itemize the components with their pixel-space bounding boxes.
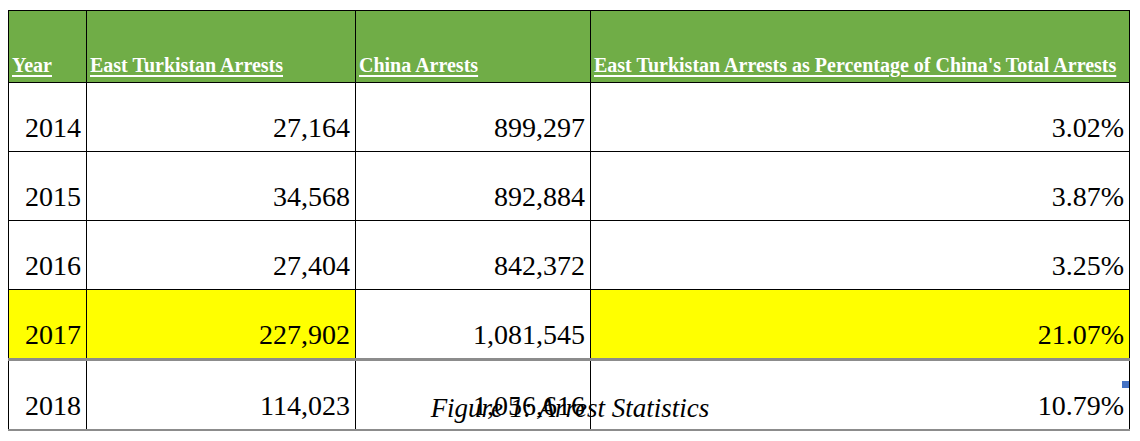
china-arrests-cell: 892,884: [356, 152, 591, 221]
east-turkistan-arrests-cell: 227,902: [87, 290, 356, 360]
figure-caption: Figure 1: Arrest Statistics: [0, 393, 1140, 424]
east-turkistan-arrests-cell: 27,164: [87, 83, 356, 152]
percentage-cell: 3.02%: [591, 83, 1130, 152]
percentage-cell: 3.87%: [591, 152, 1130, 221]
arrest-statistics-table: Year East Turkistan Arrests China Arrest…: [8, 10, 1130, 431]
year-cell: 2014: [9, 83, 87, 152]
column-header-china-arrests: China Arrests: [356, 11, 591, 83]
year-cell: 2015: [9, 152, 87, 221]
year-cell: 2017: [9, 290, 87, 360]
table-row: 2014 27,164 899,297 3.02%: [9, 83, 1130, 152]
table-row: 2017 227,902 1,081,545 21.07%: [9, 290, 1130, 360]
china-arrests-cell: 1,081,545: [356, 290, 591, 360]
column-header-year: Year: [9, 11, 87, 83]
china-arrests-cell: 842,372: [356, 221, 591, 290]
east-turkistan-arrests-cell: 34,568: [87, 152, 356, 221]
east-turkistan-arrests-cell: 27,404: [87, 221, 356, 290]
table-row: 2016 27,404 842,372 3.25%: [9, 221, 1130, 290]
china-arrests-cell: 899,297: [356, 83, 591, 152]
table-header-row: Year East Turkistan Arrests China Arrest…: [9, 11, 1130, 83]
spreadsheet-fill-handle: [1122, 381, 1129, 388]
percentage-cell: 3.25%: [591, 221, 1130, 290]
table-row: 2015 34,568 892,884 3.87%: [9, 152, 1130, 221]
year-cell: 2016: [9, 221, 87, 290]
column-header-percentage: East Turkistan Arrests as Percentage of …: [591, 11, 1130, 83]
table-body: 2014 27,164 899,297 3.02% 2015 34,568 89…: [9, 83, 1130, 431]
column-header-east-turkistan-arrests: East Turkistan Arrests: [87, 11, 356, 83]
document-page: Year East Turkistan Arrests China Arrest…: [0, 0, 1140, 441]
percentage-cell: 21.07%: [591, 290, 1130, 360]
